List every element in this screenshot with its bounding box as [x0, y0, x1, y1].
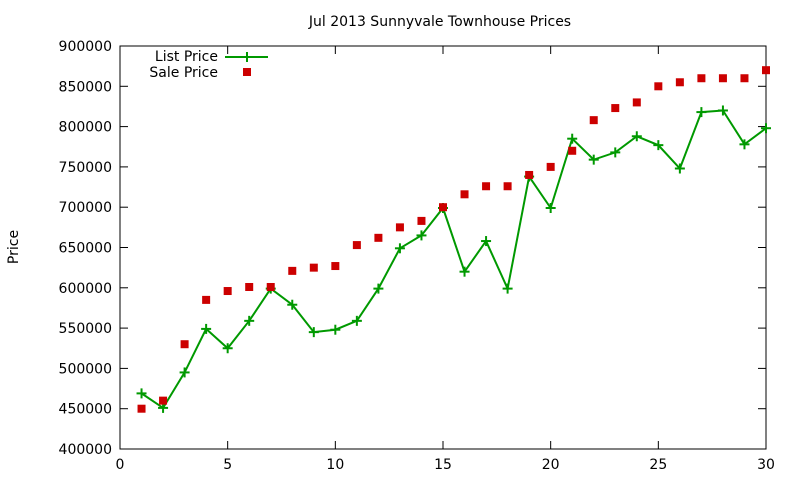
list-price-point — [222, 343, 233, 354]
list-price-point — [567, 133, 578, 144]
y-tick-label: 650000 — [59, 241, 112, 257]
x-tick-label: 5 — [223, 457, 232, 473]
list-price-point — [610, 147, 621, 158]
list-price-point — [394, 243, 405, 254]
y-tick-label: 800000 — [59, 120, 112, 136]
sale-price-point — [718, 74, 727, 83]
sale-price-point — [568, 146, 577, 155]
y-tick-label: 400000 — [59, 442, 112, 458]
sale-price-point — [159, 396, 168, 405]
y-axis-ticks: 400000 450000 500000 550000 600000 650000 7000… — [59, 39, 766, 458]
legend-marker-sale-price — [243, 68, 251, 76]
sale-price-point — [460, 190, 469, 199]
series-layer — [136, 66, 771, 413]
sale-price-point — [245, 282, 254, 291]
sale-price-point — [762, 66, 770, 75]
sale-price-point — [439, 203, 447, 212]
list-price-point — [481, 236, 492, 247]
sale-price-point — [675, 78, 684, 87]
chart-title: Jul 2013 Sunnyvale Townhouse Prices — [308, 14, 571, 30]
x-tick-label: 20 — [542, 457, 560, 473]
y-tick-label: 500000 — [59, 361, 112, 377]
list-price-point — [287, 299, 298, 310]
y-tick-label: 450000 — [59, 402, 112, 418]
list-price-point — [136, 388, 147, 399]
y-axis-label: Price — [6, 230, 22, 264]
sale-price-point — [417, 216, 426, 225]
sale-price-point — [180, 340, 189, 349]
sale-price-point — [697, 74, 706, 83]
list-price-point — [631, 131, 642, 142]
list-price-point — [739, 139, 750, 150]
list-price-point — [244, 315, 255, 326]
list-price-point — [373, 283, 384, 294]
list-price-point — [502, 283, 513, 294]
sale-price-point — [546, 162, 555, 171]
x-tick-label: 10 — [326, 457, 344, 473]
sale-price-point — [740, 74, 749, 83]
list-price-line — [140, 109, 767, 410]
sale-price-point — [611, 104, 620, 113]
plot-frame — [119, 45, 767, 450]
sale-price-point — [589, 116, 598, 125]
sale-price-point — [309, 263, 318, 272]
list-price-point — [761, 123, 771, 134]
list-price-point — [201, 323, 212, 334]
sale-price-point — [288, 266, 297, 275]
list-price-point — [308, 327, 319, 338]
legend-label-list-price: List Price — [155, 49, 218, 65]
sale-price-point — [137, 404, 146, 413]
list-price-point — [696, 107, 707, 118]
sale-price-point — [266, 282, 275, 291]
sale-price-point — [223, 287, 232, 296]
x-tick-label: 15 — [434, 457, 452, 473]
y-tick-label: 750000 — [59, 160, 112, 176]
x-tick-label: 0 — [116, 457, 125, 473]
legend-label-sale-price: Sale Price — [149, 65, 218, 81]
list-price-point — [653, 140, 664, 151]
list-price-point — [351, 315, 362, 326]
list-price-point — [674, 163, 685, 174]
list-price-point — [459, 266, 470, 277]
list-price-point — [545, 203, 556, 214]
plot-border — [119, 45, 767, 450]
sale-price-point — [525, 170, 534, 179]
list-price-point — [330, 324, 341, 335]
sale-price-point — [482, 182, 491, 191]
list-price-point — [717, 105, 728, 116]
sale-price-point — [352, 241, 361, 250]
list-price-point — [179, 367, 190, 378]
x-axis-ticks: 0 5 10 15 20 25 30 — [116, 46, 775, 473]
x-tick-label: 25 — [649, 457, 667, 473]
sale-price-point — [632, 98, 641, 107]
y-tick-label: 600000 — [59, 281, 112, 297]
sale-price-point — [654, 82, 663, 91]
y-tick-label: 850000 — [59, 79, 112, 95]
sale-price-point — [503, 182, 512, 191]
y-tick-label: 900000 — [59, 39, 112, 55]
list-price-point — [588, 154, 599, 165]
sale-price-point — [331, 262, 340, 271]
list-price-point — [416, 230, 427, 241]
sale-price-point — [395, 223, 404, 232]
x-tick-label: 30 — [757, 457, 775, 473]
y-tick-label: 700000 — [59, 200, 112, 216]
sale-price-point — [202, 295, 211, 304]
y-tick-label: 550000 — [59, 321, 112, 337]
sale-price-point — [374, 233, 383, 242]
